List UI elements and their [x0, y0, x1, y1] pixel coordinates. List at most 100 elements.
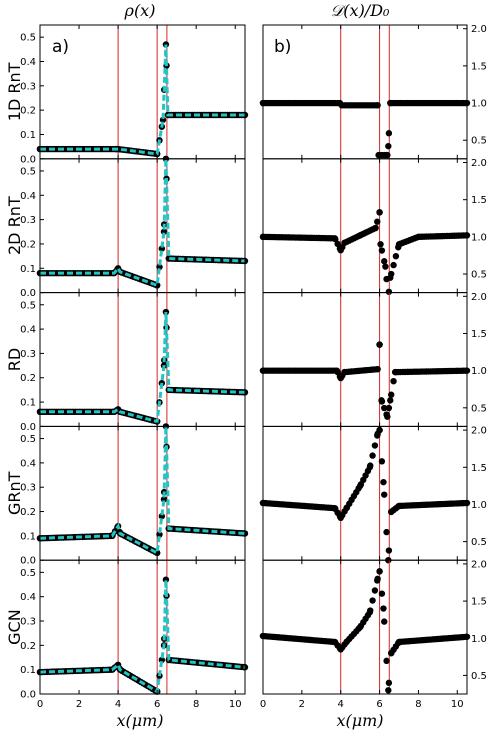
right-data-point: [381, 404, 388, 412]
right-panel-row-2: 0.5 1.0 1.5 2.0: [259, 158, 487, 295]
left-y-tick-label: 0.3: [20, 483, 36, 494]
left-fit-line-row-5: [39, 579, 246, 695]
left-y-tick-label: 0.2: [20, 641, 36, 652]
left-y-tick-label: 0.5: [20, 300, 36, 311]
row-label-2: 2D RnT: [5, 196, 24, 255]
left-y-tick-label: 0.4: [20, 57, 36, 68]
right-y-tick-label: 1.0: [471, 500, 487, 511]
left-data-point: [162, 576, 170, 583]
left-x-tick-label: 0: [37, 699, 43, 710]
row-label-3: RD: [5, 348, 24, 371]
left-y-tick-label: 0.5: [20, 568, 36, 579]
left-x-tick-label: 4: [115, 699, 121, 710]
panel-tag-b: b): [274, 37, 291, 57]
right-y-tick-label: 2.0: [471, 292, 487, 303]
right-y-tick-label: 1.5: [471, 329, 487, 340]
left-data-point: [159, 116, 167, 124]
left-x-tick-label: 10: [229, 699, 242, 710]
right-x-tick-label: 0: [260, 699, 266, 710]
left-y-tick-label: 0.2: [20, 507, 36, 518]
right-panel-frame-row-5: [262, 559, 468, 695]
right-data-point: [385, 130, 393, 137]
right-y-tick-label: 1.0: [471, 232, 487, 243]
right-data-point: [388, 391, 395, 398]
right-data-point: [376, 209, 383, 216]
left-y-tick-label: 0.5: [20, 434, 36, 445]
right-data-point: [388, 270, 395, 278]
right-x-tick-label: 6: [376, 699, 382, 710]
right-y-tick-label: 1.5: [471, 195, 487, 206]
right-x-tick-label: 4: [338, 699, 344, 710]
right-data-point: [381, 491, 388, 498]
right-x-tick-label: 10: [451, 699, 464, 710]
row-label-1: 1D RnT: [5, 62, 24, 121]
right-data-point: [374, 218, 381, 225]
left-y-tick-label: 0.2: [20, 239, 36, 250]
left-x-tick-label: 8: [193, 699, 199, 710]
row-label-4: GRnT: [5, 471, 24, 515]
left-y-tick-label: 0.3: [20, 617, 36, 628]
left-y-tick-label: 0.1: [20, 264, 36, 275]
right-data-point: [378, 458, 386, 465]
right-data-point: [374, 102, 381, 109]
right-data-point: [378, 247, 386, 254]
left-y-tick-label: 0.0: [20, 422, 36, 433]
right-data-point: [381, 258, 388, 265]
right-data-point: [380, 605, 387, 612]
right-data-point: [374, 365, 381, 373]
right-panel-frame-row-2: [262, 158, 468, 294]
right-data-point: [380, 478, 387, 486]
right-data-point: [367, 607, 374, 614]
left-panel-frame-row-1: [39, 24, 246, 160]
right-data-point: [381, 618, 388, 625]
right-data-point: [384, 151, 391, 159]
left-y-tick-label: 0.3: [20, 349, 36, 360]
right-y-tick-label: 2.0: [471, 559, 487, 570]
left-y-tick-label: 0.0: [20, 288, 36, 299]
right-y-tick-label: 1.5: [471, 61, 487, 72]
left-fit-line-row-2: [40, 158, 246, 288]
right-data-point: [385, 142, 392, 150]
right-data-point: [383, 657, 390, 665]
right-y-tick-label: 1.0: [471, 366, 487, 377]
left-panel-row-2: 0.0 0.1 0.2 0.3 0.4 0.5: [20, 155, 249, 299]
right-y-tick-label: 0.5: [471, 136, 487, 147]
right-data-point: [390, 377, 397, 385]
right-y-tick-label: 1.5: [471, 463, 487, 474]
right-data-point: [376, 341, 383, 348]
right-y-tick-label: 2.0: [471, 24, 487, 35]
right-y-tick-label: 1.0: [471, 634, 487, 645]
right-data-point: [371, 587, 379, 594]
right-column-title: 𝒟(x)/D₀: [331, 1, 390, 20]
left-y-tick-label: 0.4: [20, 325, 36, 336]
right-y-tick-label: 0.5: [471, 671, 487, 682]
right-panel-frame-row-4: [262, 425, 468, 561]
right-data-point: [377, 241, 384, 248]
left-y-tick-label: 0.4: [20, 191, 36, 202]
left-x-axis-label: x(μm): [116, 711, 163, 730]
left-y-tick-label: 0.1: [20, 398, 36, 409]
right-data-point: [385, 679, 393, 687]
right-data-point: [378, 398, 386, 405]
right-y-tick-label: 2.0: [471, 158, 487, 169]
right-data-point: [385, 687, 392, 694]
right-panel-frame-row-3: [262, 292, 468, 427]
left-y-tick-label: 0.4: [20, 592, 36, 603]
row-label-5: GCN: [5, 609, 24, 645]
right-data-point: [390, 261, 397, 269]
left-panel-frame-row-3: [39, 292, 246, 427]
right-data-point: [367, 462, 374, 469]
left-y-tick-label: 0.1: [20, 130, 36, 141]
right-panel-frame-row-1: [262, 24, 468, 160]
right-data-point: [385, 404, 393, 412]
left-y-tick-label: 0.0: [20, 690, 36, 701]
right-y-tick-label: 0.5: [471, 537, 487, 548]
left-column-title: ρ(x): [124, 1, 156, 20]
left-y-tick-label: 0.1: [20, 531, 36, 542]
left-fit-line-row-1: [40, 44, 245, 156]
right-x-tick-label: 2: [299, 699, 305, 710]
right-y-tick-label: 1.5: [471, 597, 487, 608]
left-y-tick-label: 0.5: [20, 33, 36, 44]
left-y-tick-label: 0.4: [20, 458, 36, 469]
